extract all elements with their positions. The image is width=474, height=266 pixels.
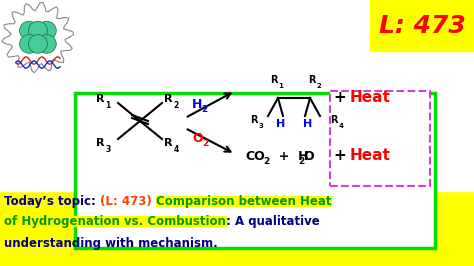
Bar: [75, 93, 435, 248]
Text: Heat: Heat: [349, 90, 391, 106]
Text: 2: 2: [201, 105, 207, 114]
Text: 4: 4: [338, 123, 344, 129]
Text: R: R: [164, 94, 172, 104]
Text: 2: 2: [202, 139, 208, 148]
Text: Heat: Heat: [349, 148, 391, 164]
Text: +: +: [334, 90, 346, 106]
Text: understanding with mechanism.: understanding with mechanism.: [4, 238, 218, 251]
Text: 1: 1: [279, 83, 283, 89]
Text: R: R: [330, 115, 338, 125]
Text: CO: CO: [245, 149, 265, 163]
Bar: [0, 186, 474, 266]
Text: O: O: [303, 149, 314, 163]
Text: 1: 1: [105, 102, 110, 110]
Bar: [370, 0, 474, 51]
Text: (L: 473): (L: 473): [100, 194, 156, 207]
Text: L: 473: L: 473: [379, 14, 465, 38]
Text: R: R: [96, 94, 104, 104]
Text: H: H: [192, 98, 202, 110]
Text: Comparison between Heat: Comparison between Heat: [156, 194, 331, 207]
Text: H: H: [303, 119, 313, 129]
Text: of Hydrogenation vs. Combustion: of Hydrogenation vs. Combustion: [4, 214, 226, 227]
Text: O: O: [192, 132, 202, 146]
Bar: [4, 216, 226, 226]
Text: R: R: [308, 75, 316, 85]
Circle shape: [19, 21, 38, 40]
Circle shape: [28, 35, 47, 53]
Text: 2: 2: [298, 156, 304, 165]
Bar: [156, 196, 331, 206]
Bar: [330, 91, 430, 186]
Text: : A qualitative: : A qualitative: [226, 214, 319, 227]
Text: +: +: [334, 148, 346, 164]
Text: 3: 3: [105, 146, 110, 155]
Circle shape: [28, 21, 47, 40]
Text: H: H: [276, 119, 286, 129]
Text: R: R: [250, 115, 258, 125]
Circle shape: [37, 35, 56, 53]
Text: 2: 2: [263, 156, 269, 165]
Circle shape: [37, 21, 56, 40]
Bar: [0, 0, 474, 191]
Text: R: R: [270, 75, 278, 85]
Circle shape: [19, 35, 38, 53]
Text: Today’s topic:: Today’s topic:: [4, 194, 100, 207]
Text: +  H: + H: [270, 149, 309, 163]
Text: 2: 2: [317, 83, 321, 89]
Text: R: R: [96, 138, 104, 148]
Text: 4: 4: [173, 146, 179, 155]
Text: 3: 3: [258, 123, 264, 129]
Text: 2: 2: [173, 102, 179, 110]
Text: R: R: [164, 138, 172, 148]
